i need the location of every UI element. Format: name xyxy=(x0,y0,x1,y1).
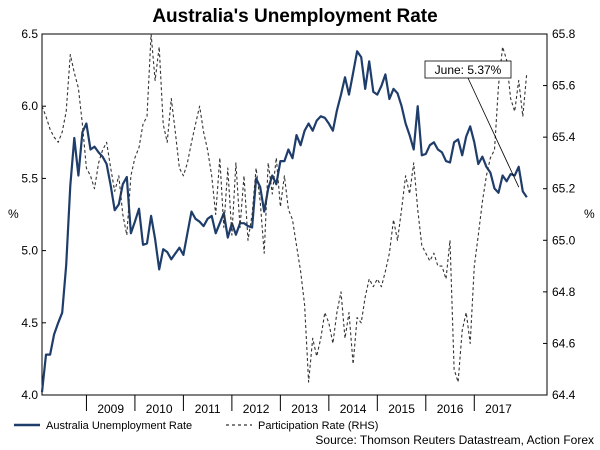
x-tick-label: 2016 xyxy=(437,402,464,416)
left-tick-label: 6.0 xyxy=(21,99,38,113)
participation-rate-line xyxy=(41,33,528,383)
source-note: Source: Thomson Reuters Datastream, Acti… xyxy=(315,433,594,447)
annotation-leader-line xyxy=(467,77,520,188)
series-layer xyxy=(40,33,528,393)
left-tick-label: 4.5 xyxy=(21,316,38,330)
x-tick-label: 2011 xyxy=(195,402,221,416)
x-axis: 2009 2010 2011 2012 2013 2014 2015 2016 2017 xyxy=(85,395,512,416)
right-tick-label: 65.0 xyxy=(552,233,576,247)
annotation: June: 5.37% xyxy=(424,60,520,188)
legend-label-participation: Participation Rate (RHS) xyxy=(258,420,378,432)
x-tick-label: 2013 xyxy=(291,402,318,416)
x-tick-label: 2015 xyxy=(388,402,415,416)
left-tick-label: 4.0 xyxy=(21,388,38,402)
legend: Australia Unemployment Rate Participatio… xyxy=(14,420,378,432)
plot-area-frame xyxy=(41,33,548,396)
x-tick-label: 2014 xyxy=(340,402,367,416)
left-tick-label: 6.5 xyxy=(21,27,38,41)
legend-label-unemployment: Australia Unemployment Rate xyxy=(46,420,192,432)
right-tick-label: 65.4 xyxy=(552,130,576,144)
right-tick-label: 64.4 xyxy=(552,388,576,402)
right-tick-label: 64.6 xyxy=(552,336,576,350)
right-axis: 64.4 64.6 64.8 65.0 65.2 65.4 65.6 65.8 xyxy=(543,27,576,402)
left-axis: 4.0 4.5 5.0 5.5 6.0 6.5 xyxy=(21,27,46,402)
left-tick-label: 5.5 xyxy=(21,171,38,185)
right-tick-label: 65.2 xyxy=(552,182,576,196)
right-tick-label: 65.6 xyxy=(552,79,576,93)
x-tick-label: 2017 xyxy=(485,402,512,416)
unemployment-rate-line xyxy=(40,50,528,393)
annotation-label: June: 5.37% xyxy=(435,63,502,77)
left-axis-unit: % xyxy=(8,207,19,221)
x-tick-label: 2012 xyxy=(243,402,270,416)
chart-title: Australia's Unemployment Rate xyxy=(152,6,437,27)
right-tick-label: 64.8 xyxy=(552,285,576,299)
x-tick-label: 2010 xyxy=(146,402,173,416)
annotation-box xyxy=(424,60,512,79)
left-tick-label: 5.0 xyxy=(21,244,38,258)
x-tick-label: 2009 xyxy=(97,402,124,416)
right-tick-label: 65.8 xyxy=(552,27,576,41)
right-axis-unit: % xyxy=(584,207,595,221)
